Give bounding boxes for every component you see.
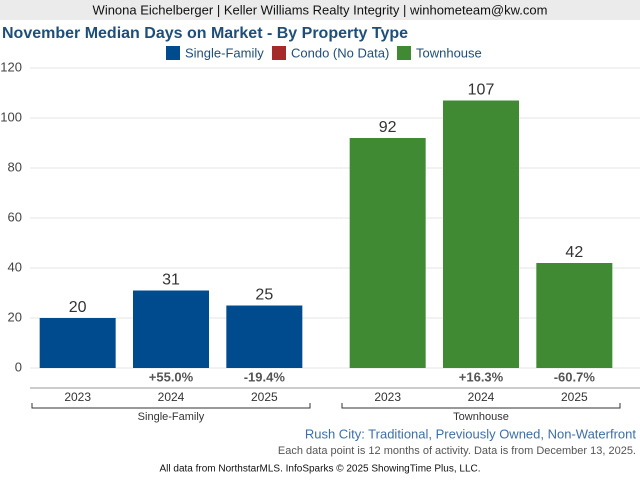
x-tick-label: 2024 xyxy=(468,390,495,404)
banner xyxy=(0,0,640,20)
y-tick-label: 80 xyxy=(8,159,22,174)
source: All data from NorthstarMLS. InfoSparks ©… xyxy=(159,464,480,475)
data-label: 92 xyxy=(379,119,397,136)
data-label: 20 xyxy=(69,299,87,316)
x-tick-label: 2023 xyxy=(374,390,401,404)
change-label: +16.3% xyxy=(459,369,504,384)
y-tick-label: 20 xyxy=(8,309,22,324)
group-label: Single-Family xyxy=(138,411,205,423)
legend-label: Single-Family xyxy=(185,45,264,60)
data-label: 107 xyxy=(468,82,495,99)
legend-swatch xyxy=(397,46,411,60)
legend-swatch xyxy=(272,46,286,60)
x-tick-label: 2025 xyxy=(561,390,588,404)
data-label: 42 xyxy=(565,244,583,261)
chart-title: November Median Days on Market - By Prop… xyxy=(2,25,408,42)
legend-swatch xyxy=(166,46,180,60)
banner-text: Winona Eichelberger | Keller Williams Re… xyxy=(93,2,548,17)
legend-label: Townhouse xyxy=(416,45,482,60)
y-tick-label: 0 xyxy=(15,359,22,374)
bar xyxy=(133,290,209,368)
x-tick-label: 2024 xyxy=(158,390,185,404)
note: Each data point is 12 months of activity… xyxy=(278,445,636,457)
bar xyxy=(226,305,303,368)
change-label: +55.0% xyxy=(149,369,194,384)
subtitle: Rush City: Traditional, Previously Owned… xyxy=(305,426,637,441)
data-label: 31 xyxy=(162,272,180,289)
bar xyxy=(536,263,613,368)
y-tick-label: 40 xyxy=(8,259,22,274)
group-bracket xyxy=(341,403,621,409)
x-tick-label: 2023 xyxy=(64,390,91,404)
bar xyxy=(443,100,519,368)
bar xyxy=(349,138,426,368)
group-bracket xyxy=(31,403,311,409)
y-tick-label: 60 xyxy=(8,209,22,224)
legend-label: Condo (No Data) xyxy=(291,45,389,60)
data-label: 25 xyxy=(255,287,273,304)
bar xyxy=(39,318,116,368)
change-label: -60.7% xyxy=(554,369,596,384)
y-tick-label: 100 xyxy=(0,109,22,124)
change-label: -19.4% xyxy=(244,369,286,384)
group-label: Townhouse xyxy=(453,411,509,423)
x-tick-label: 2025 xyxy=(251,390,278,404)
y-tick-label: 120 xyxy=(0,59,22,74)
